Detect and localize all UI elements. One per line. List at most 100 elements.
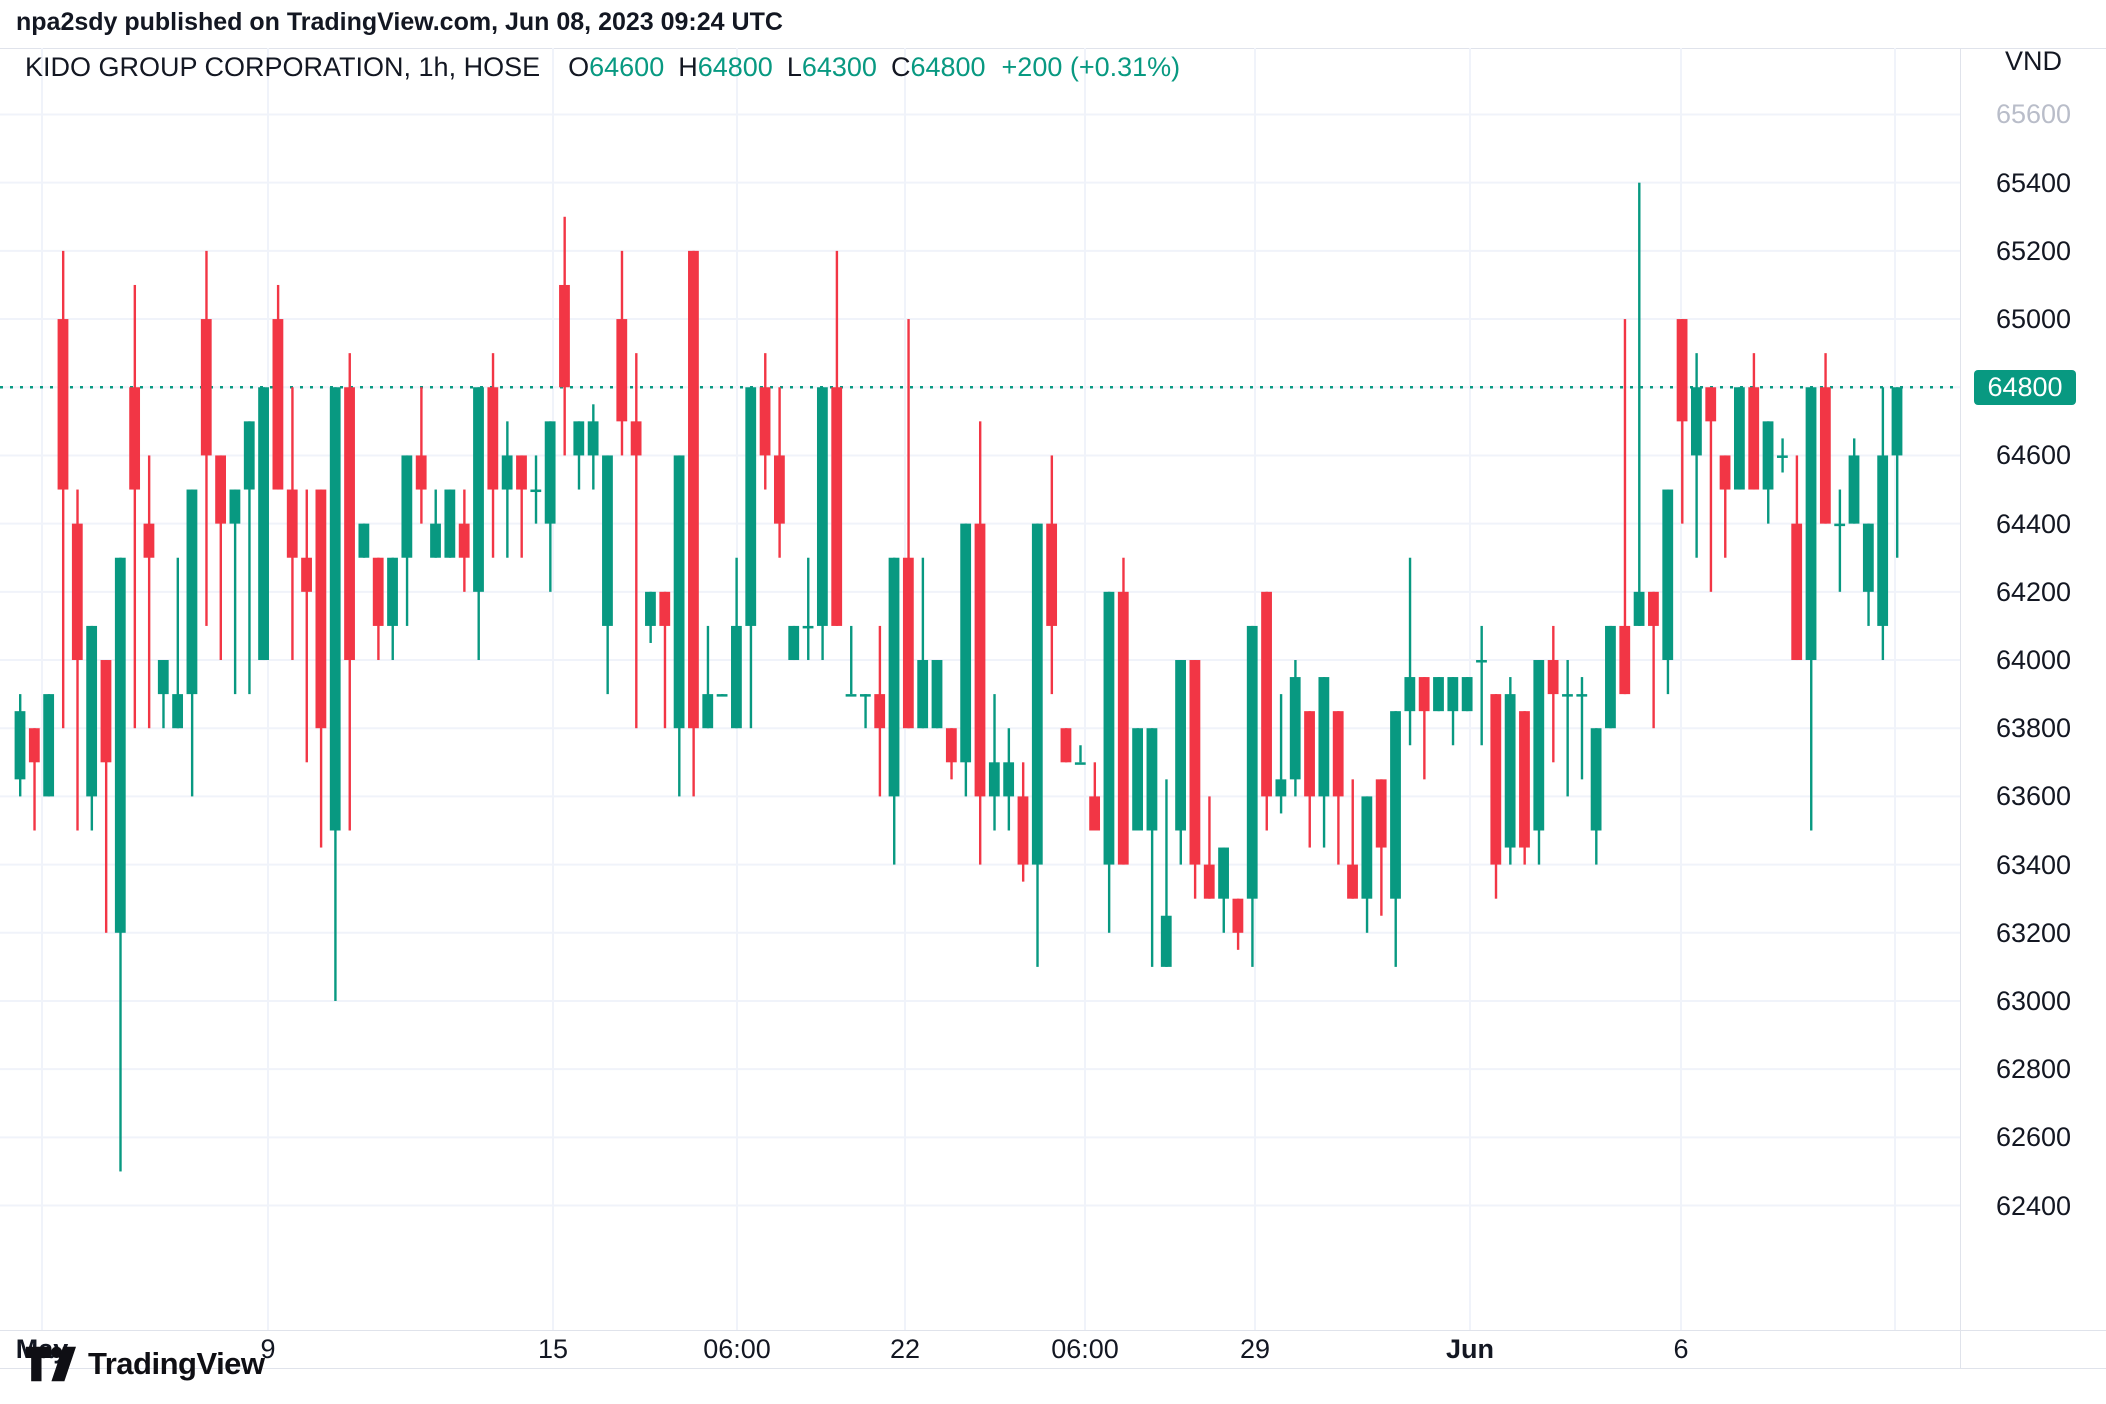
chart-canvas[interactable] xyxy=(0,48,1960,1330)
candle xyxy=(802,557,814,661)
candle xyxy=(229,489,241,695)
candle xyxy=(1676,319,1688,524)
candle xyxy=(1246,625,1258,967)
candle xyxy=(1433,677,1444,712)
time-tick: 9 xyxy=(260,1334,276,1364)
candle xyxy=(172,557,184,729)
candle xyxy=(616,250,628,456)
candle xyxy=(401,455,413,626)
legend-ohlc-label: O xyxy=(568,52,590,82)
candle xyxy=(1648,591,1659,729)
candle xyxy=(1447,677,1459,746)
legend-ohlc-label: C xyxy=(890,52,911,82)
price-badge[interactable]: 64800 xyxy=(1974,370,2076,406)
candle xyxy=(1619,319,1631,695)
time-tick: 6 xyxy=(1673,1334,1689,1364)
time-tick: 22 xyxy=(889,1334,921,1364)
candle xyxy=(1089,762,1101,831)
candle xyxy=(1017,762,1029,882)
candle xyxy=(1275,694,1287,814)
candle xyxy=(1605,625,1616,729)
candle xyxy=(1146,728,1158,967)
candle xyxy=(1160,779,1172,967)
candle xyxy=(43,694,55,797)
legend-ohlc-label: H xyxy=(678,52,698,82)
candle xyxy=(1261,591,1272,831)
candle xyxy=(215,455,226,661)
candle xyxy=(1175,660,1186,865)
candle xyxy=(1533,660,1545,865)
candle xyxy=(1046,455,1058,695)
time-tick: 06:00 xyxy=(703,1334,771,1364)
time-tick: 06:00 xyxy=(1051,1334,1119,1364)
price-tick: 63000 xyxy=(1995,985,2072,1016)
legend-ohlc-value: 64800 xyxy=(697,52,773,82)
candle xyxy=(659,591,671,729)
candle xyxy=(902,319,914,729)
price-tick: 63600 xyxy=(1995,781,2072,812)
candle xyxy=(1132,728,1144,831)
candle xyxy=(716,694,728,697)
candle xyxy=(243,421,255,695)
candle xyxy=(1461,677,1473,712)
candle xyxy=(888,557,900,865)
currency-label: VND xyxy=(2004,46,2062,76)
candle xyxy=(1748,353,1760,490)
candle xyxy=(1347,779,1358,899)
candle xyxy=(1705,387,1717,592)
candle xyxy=(530,455,542,524)
candle xyxy=(1332,711,1344,865)
brand-footer[interactable]: TradingView xyxy=(26,1346,265,1382)
candle xyxy=(1304,711,1315,848)
candle xyxy=(917,557,929,729)
candle xyxy=(831,250,843,626)
candle xyxy=(1662,489,1674,695)
candle xyxy=(587,404,599,490)
candle xyxy=(1877,387,1889,661)
price-tick: 63200 xyxy=(1995,917,2072,948)
candle xyxy=(759,353,771,490)
candle xyxy=(186,489,198,797)
candle xyxy=(859,694,871,729)
candle xyxy=(86,625,98,831)
candle xyxy=(516,455,527,558)
candle xyxy=(1103,591,1115,933)
candle xyxy=(272,284,284,490)
candle xyxy=(458,489,470,592)
price-axis[interactable]: VND 65600 65400 65200 65000 64800 64600 64400 6… xyxy=(1961,46,2106,1330)
candle xyxy=(1232,898,1244,950)
candle xyxy=(1547,625,1559,763)
candle xyxy=(931,660,943,729)
candle xyxy=(1218,847,1229,933)
time-tick: 15 xyxy=(537,1334,569,1364)
candle xyxy=(1633,182,1645,626)
candle xyxy=(731,557,742,729)
candle xyxy=(630,353,642,729)
symbol-legend: KIDO GROUP CORPORATION, 1h, HOSE O64600 H6… xyxy=(25,52,1180,83)
candle xyxy=(845,625,857,697)
candle xyxy=(673,455,685,797)
candle xyxy=(773,387,785,558)
candle xyxy=(387,557,398,661)
candle xyxy=(816,387,828,661)
candle xyxy=(1576,677,1588,780)
candle xyxy=(358,523,370,558)
legend-ohlc-value: 64600 xyxy=(589,52,665,82)
price-tick: 65600 xyxy=(1995,99,2072,130)
price-tick: 64600 xyxy=(1995,440,2072,471)
candle xyxy=(473,387,484,661)
candle xyxy=(1117,557,1129,865)
candle xyxy=(1733,387,1745,490)
price-tick: 64400 xyxy=(1995,508,2072,539)
candle xyxy=(1189,660,1201,899)
tradingview-logo-icon[interactable] xyxy=(26,1346,76,1382)
candle xyxy=(788,625,800,661)
chart-pane[interactable] xyxy=(0,48,1960,1330)
candle xyxy=(415,387,427,524)
price-tick: 65000 xyxy=(1995,304,2072,335)
candle xyxy=(573,421,585,490)
candle xyxy=(1819,353,1831,524)
candle xyxy=(1834,489,1846,592)
price-tick: 65200 xyxy=(1995,235,2072,266)
